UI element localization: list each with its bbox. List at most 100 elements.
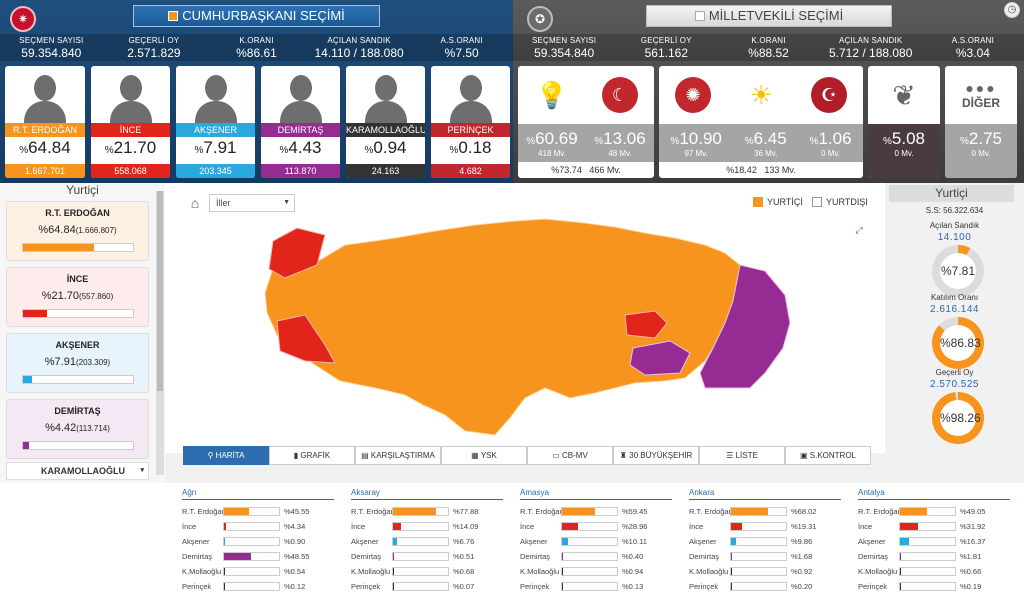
result-bar	[561, 507, 618, 516]
alliance-total: %73.74 466 Mv.	[551, 165, 621, 175]
province-name[interactable]: Aksaray	[351, 488, 503, 500]
candidate-card[interactable]: R.T. ERDOĞAN %64.84 1.667.701	[5, 66, 85, 178]
voter-count: S.S: 56.322.634	[925, 206, 984, 215]
result-bar-fill	[562, 523, 578, 530]
candidate-name: Demirtaş	[351, 552, 382, 561]
candidate-name: DEMİRTAŞ	[261, 123, 340, 137]
result-bar	[730, 537, 787, 546]
stat-0: SEÇMEN SAYISI 59.354.840	[513, 34, 615, 61]
region-select-value: İller	[216, 198, 231, 208]
left-candidate-box[interactable]: AKŞENER %7.91(203.309)	[6, 333, 149, 393]
tab-6[interactable]: ☰ LİSTE	[699, 446, 785, 465]
home-icon[interactable]: ⌂	[190, 195, 200, 211]
candidate-name: İnce	[689, 522, 704, 531]
result-pct: %14.09	[453, 522, 479, 531]
province-name[interactable]: Amasya	[520, 488, 672, 500]
tab-label: LİSTE	[735, 451, 758, 460]
turkey-map[interactable]	[165, 183, 885, 453]
yurtdisi-checkbox[interactable]: YURTDIŞI	[812, 197, 868, 207]
alliance-card-2[interactable]: ✺ ☀ ☪ %10.90 97 Mv. %6.45 36 Mv. %1.06 0 Mv…	[659, 66, 863, 178]
tab-7[interactable]: ▣ S.KONTROL	[785, 446, 871, 465]
candidate-pct: %4.42(113.714)	[45, 422, 110, 434]
stat-label: K.ORANI	[751, 36, 786, 45]
left-candidate-box[interactable]: DEMİRTAŞ %4.42(113.714)	[6, 399, 149, 459]
stat-label: SEÇMEN SAYISI	[19, 36, 84, 45]
other-card[interactable]: ●●● DİĞER %2.75 0 Mv.	[945, 66, 1017, 178]
result-bar	[392, 567, 449, 576]
right-panel-title: Yurtiçi	[889, 185, 1014, 202]
candidate-name: İnce	[182, 522, 197, 531]
province-card[interactable]: Aksaray R.T. Erdoğan %77.88 İnce %14.09 Akşen…	[351, 483, 511, 594]
province-card[interactable]: Amasya R.T. Erdoğan %59.45 İnce %28.96 Akşene…	[520, 483, 680, 594]
view-tabs: ⚲ HARİTA ▮ GRAFİK ▤ KARŞILAŞTIRMA ▦ YSK ▭ CB…	[183, 446, 871, 465]
province-row: Demirtaş %1.81	[858, 549, 1018, 564]
result-pct: %49.05	[960, 507, 986, 516]
result-pct: %59.45	[622, 507, 648, 516]
gauge-pct: %7.81	[940, 253, 976, 289]
candidate-card[interactable]: PERİNÇEK %0.18 4.682	[431, 66, 510, 178]
party-mv: 48 Mv.	[608, 149, 632, 158]
province-card[interactable]: Antalya R.T. Erdoğan %49.05 İnce %31.92 Akşen…	[858, 483, 1018, 594]
candidate-name: PERİNÇEK	[431, 123, 510, 137]
scrollbar[interactable]	[156, 191, 164, 475]
province-name[interactable]: Ankara	[689, 488, 841, 500]
candidate-card[interactable]: İNCE %21.70 558.068	[91, 66, 170, 178]
presidential-election-button[interactable]: CUMHURBAŞKANI SEÇİMİ	[133, 5, 380, 27]
province-row: K.Mollaoğlu %0.68	[351, 564, 511, 579]
karamollaoglu-item[interactable]: KARAMOLLAOĞLU ▾	[6, 462, 149, 480]
region-select[interactable]: İller ▼	[209, 194, 295, 212]
province-row: Perinçek %0.20	[689, 579, 849, 594]
top-header: ✷ CUMHURBAŞKANI SEÇİMİ SEÇMEN SAYISI 59.3…	[0, 0, 1024, 183]
province-card[interactable]: Ankara R.T. Erdoğan %68.02 İnce %19.31 Akşene…	[689, 483, 849, 594]
alliance-card-1[interactable]: 💡 ☾ %60.69 418 Mv. %13.06 48 Mv. %73.74 46…	[518, 66, 654, 178]
province-row: İnce %19.31	[689, 519, 849, 534]
stat-value: 2.571.829	[127, 46, 181, 60]
left-candidate-box[interactable]: R.T. ERDOĞAN %64.84(1.666.807)	[6, 201, 149, 261]
parliament-title: MİLLETVEKİLİ SEÇİMİ	[708, 8, 844, 23]
result-pct: %0.13	[622, 582, 644, 591]
yurtici-checkbox[interactable]: YURTİÇİ	[753, 197, 803, 207]
clock-icon[interactable]: ◷	[1004, 2, 1020, 18]
tab-4[interactable]: ▭ CB-MV	[527, 446, 613, 465]
checkbox-checked-icon	[753, 197, 763, 207]
gauge-ring: %86.83	[932, 317, 984, 369]
province-name[interactable]: Ağrı	[182, 488, 334, 500]
checkbox-icon	[168, 11, 179, 21]
province-row: Akşener %9.86	[689, 534, 849, 549]
party-mv: 0 Mv.	[894, 149, 914, 158]
parliament-stats: SEÇMEN SAYISI 59.354.840 GEÇERLİ OY 561.162…	[513, 34, 1024, 61]
tab-5[interactable]: ♜ 30 BÜYÜKŞEHİR	[613, 446, 699, 465]
tab-2[interactable]: ▤ KARŞILAŞTIRMA	[355, 446, 441, 465]
presidential-emblem-icon: ✷	[10, 6, 36, 32]
candidate-card[interactable]: AKŞENER %7.91 203.345	[176, 66, 255, 178]
candidate-name: Perinçek	[520, 582, 550, 591]
gauge-label: Geçerli Oy	[935, 368, 974, 377]
candidate-votes: 113.870	[261, 164, 340, 178]
parliament-election-button[interactable]: MİLLETVEKİLİ SEÇİMİ	[646, 5, 892, 27]
tab-3[interactable]: ▦ YSK	[441, 446, 527, 465]
stat-value: 14.110 / 188.080	[314, 46, 404, 60]
avatar	[431, 66, 510, 123]
candidate-card[interactable]: DEMİRTAŞ %4.43 113.870	[261, 66, 340, 178]
map-south-east-region	[629, 340, 691, 376]
province-row: K.Mollaoğlu %0.94	[520, 564, 680, 579]
tab-0[interactable]: ⚲ HARİTA	[183, 446, 269, 465]
result-bar-fill	[900, 538, 909, 545]
tab-1[interactable]: ▮ GRAFİK	[269, 446, 355, 465]
stat-2: K.ORANI %88.52	[717, 34, 819, 61]
stat-value: 561.162	[644, 46, 688, 60]
scrollbar-thumb[interactable]	[157, 191, 163, 391]
candidate-name: Perinçek	[689, 582, 719, 591]
province-card[interactable]: Ağrı R.T. Erdoğan %45.55 İnce %4.34 Akşener %0…	[182, 483, 342, 594]
candidate-name: R.T. Erdoğan	[689, 507, 730, 516]
gauge-label: Katılım Oranı	[930, 293, 979, 302]
expand-icon[interactable]: ⤢	[855, 225, 863, 235]
left-candidate-box[interactable]: İNCE %21.70(557.860)	[6, 267, 149, 327]
candidate-card[interactable]: KARAMOLLAOĞLU %0.94 24.163	[346, 66, 425, 178]
candidate-pct: %7.91(203.309)	[44, 356, 111, 368]
party-pct: %1.06	[809, 129, 852, 148]
province-name[interactable]: Antalya	[858, 488, 1010, 500]
hdp-card[interactable]: ❦ %5.08 0 Mv.	[868, 66, 940, 178]
result-bar	[899, 567, 956, 576]
candidate-name: İNCE	[66, 274, 89, 284]
